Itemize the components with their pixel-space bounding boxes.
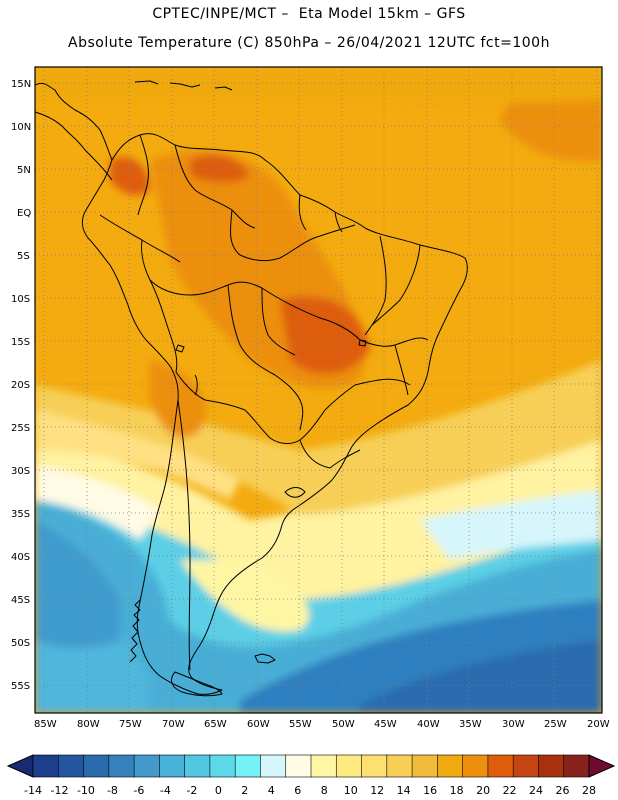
colorbar-tick-label: 24: [529, 784, 543, 797]
colorbar-tick-label: 6: [294, 784, 301, 797]
coastlines: [35, 80, 468, 697]
plot-frame: [34, 66, 603, 714]
lat-label: 55S: [11, 681, 30, 692]
lon-label: 55W: [289, 719, 312, 730]
colorbar-tick-label: -8: [107, 784, 118, 797]
lat-label: 5N: [17, 165, 31, 176]
colorbar-tick-label: 4: [268, 784, 275, 797]
temperature-field: [35, 67, 602, 713]
colorbar: -14 -12 -10 -8 -6 -4 -2 0 2 4 6 8 10 12 14 16 18 20 22 24 26…: [6, 754, 616, 797]
colorbar-cell: [260, 754, 287, 778]
colorbar-cell: [335, 754, 363, 778]
chart-title: CPTEC/INPE/MCT – Eta Model 15km – GFS: [152, 6, 466, 22]
colorbar-tick-label: -12: [50, 784, 68, 797]
lon-label: 30W: [502, 719, 525, 730]
colorbar-cell: [310, 754, 338, 778]
colorbar-tick-label: 22: [503, 784, 517, 797]
lat-label: 15S: [11, 337, 30, 348]
lat-label: 5S: [17, 251, 30, 262]
lat-axis: 15N 10N 5N EQ 5S 10S 15S 20S 25S 30S 35S…: [11, 79, 31, 692]
colorbar-cell: [83, 754, 110, 778]
lon-label: 85W: [34, 719, 57, 730]
colorbar-cell: [234, 754, 262, 778]
lon-label: 65W: [204, 719, 227, 730]
lon-label: 45W: [374, 719, 397, 730]
colorbar-cell: [184, 754, 211, 778]
colorbar-tick-label: -14: [24, 784, 42, 797]
lat-label: 10N: [11, 122, 31, 133]
colorbar-cell: [512, 754, 540, 778]
colorbar-cell: [563, 754, 590, 778]
colorbar-tick-label: -4: [160, 784, 171, 797]
lon-label: 50W: [332, 719, 355, 730]
lat-label: 25S: [11, 423, 30, 434]
lat-label: 45S: [11, 595, 30, 606]
colorbar-tick-label: 26: [556, 784, 570, 797]
colorbar-tick-label: 12: [370, 784, 384, 797]
colorbar-cell: [386, 754, 413, 778]
lon-label: 25W: [544, 719, 567, 730]
colorbar-cell: [487, 754, 514, 778]
colorbar-under-arrow: [6, 754, 34, 778]
lat-label: 35S: [11, 509, 30, 520]
colorbar-cell: [411, 754, 439, 778]
lat-label: 40S: [11, 552, 30, 563]
chart-subtitle: Absolute Temperature (C) 850hPa – 26/04/…: [68, 35, 550, 51]
colorbar-tick-label: 2: [241, 784, 248, 797]
colorbar-cell: [538, 754, 565, 778]
colorbar-cell: [285, 754, 312, 778]
colorbar-tick-label: 16: [423, 784, 437, 797]
colorbar-cell: [437, 754, 464, 778]
lon-axis: 85W 80W 75W 70W 65W 60W 55W 50W 45W 40W …: [34, 719, 610, 730]
lat-label: 15N: [11, 79, 31, 90]
colorbar-tick-label: -6: [133, 784, 144, 797]
colorbar-tick-label: 18: [450, 784, 464, 797]
lon-label: 60W: [247, 719, 270, 730]
lat-label: 30S: [11, 466, 30, 477]
lon-label: 70W: [162, 719, 185, 730]
colorbar-cell: [133, 754, 161, 778]
colorbar-tick-label: -2: [186, 784, 197, 797]
lon-label: 20W: [587, 719, 610, 730]
colorbar-tick-label: 10: [344, 784, 358, 797]
lat-label: 20S: [11, 380, 30, 391]
lon-label: 75W: [119, 719, 142, 730]
lat-label: EQ: [17, 208, 31, 219]
colorbar-cell: [462, 754, 489, 778]
lon-label: 40W: [417, 719, 440, 730]
colorbar-cell: [159, 754, 186, 778]
lon-label: 35W: [459, 719, 482, 730]
lat-label: 10S: [11, 294, 30, 305]
colorbar-tick-label: 0: [215, 784, 222, 797]
colorbar-cell: [32, 754, 60, 778]
colorbar-cell: [108, 754, 135, 778]
colorbar-tick-label: 14: [397, 784, 411, 797]
lat-label: 50S: [11, 638, 30, 649]
lon-label: 80W: [77, 719, 100, 730]
colorbar-cell: [57, 754, 85, 778]
grid-lines: [35, 67, 602, 713]
colorbar-cell: [361, 754, 388, 778]
colorbar-tick-label: 28: [582, 784, 596, 797]
colorbar-tick-label: 20: [476, 784, 490, 797]
colorbar-tick-label: -10: [77, 784, 95, 797]
colorbar-over-arrow: [588, 754, 616, 778]
colorbar-tick-label: 8: [321, 784, 328, 797]
colorbar-cell: [209, 754, 236, 778]
